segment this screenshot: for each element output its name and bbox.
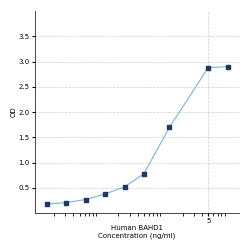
Point (103, 192, 107, 196)
Point (226, 65, 230, 69)
Y-axis label: OD: OD (11, 107, 17, 118)
Point (122, 185, 126, 189)
Point (168, 125, 172, 129)
Point (206, 66, 210, 70)
X-axis label: Human BAHD1
Concentration (ng/ml): Human BAHD1 Concentration (ng/ml) (98, 226, 176, 239)
Point (45, 202, 49, 206)
Point (84, 198, 88, 202)
Point (142, 172, 146, 176)
Point (64, 200, 68, 204)
